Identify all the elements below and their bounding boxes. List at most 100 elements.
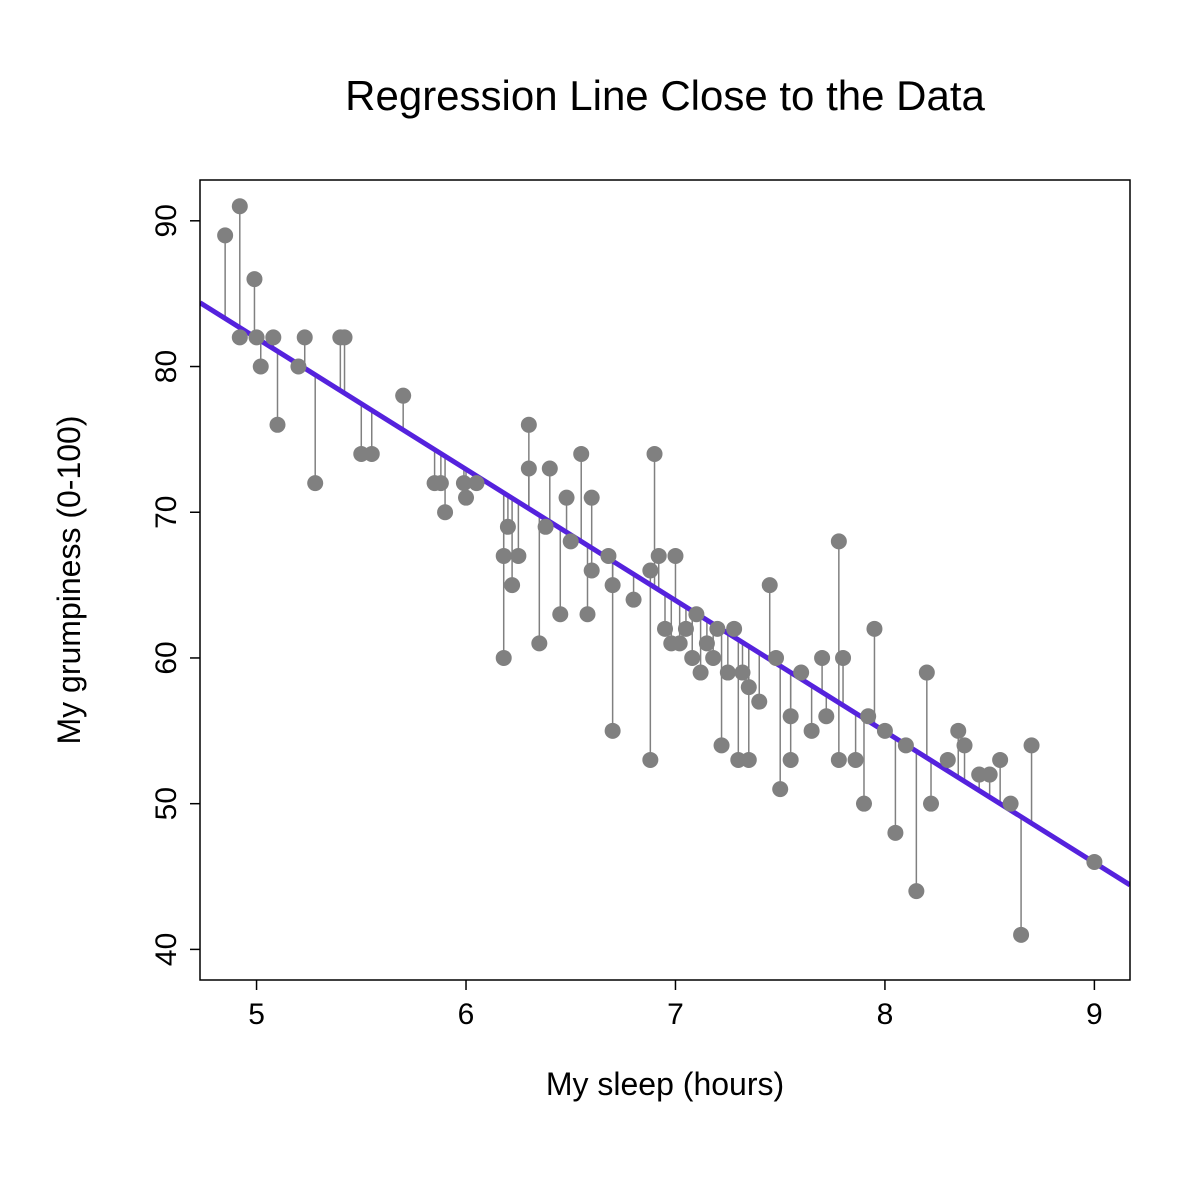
data-point [521, 461, 537, 477]
data-point [580, 606, 596, 622]
data-point [814, 650, 830, 666]
data-point [337, 329, 353, 345]
data-point [856, 796, 872, 812]
data-point [307, 475, 323, 491]
x-tick-label: 6 [458, 998, 475, 1031]
data-point [726, 621, 742, 637]
data-point [887, 825, 903, 841]
data-point [709, 621, 725, 637]
x-tick-label: 7 [667, 998, 684, 1031]
y-tick-label: 50 [150, 787, 183, 820]
data-point [563, 533, 579, 549]
data-point [496, 650, 512, 666]
x-tick-label: 8 [877, 998, 894, 1031]
data-point [783, 752, 799, 768]
data-point [992, 752, 1008, 768]
data-point [437, 504, 453, 520]
data-point [923, 796, 939, 812]
data-point [699, 635, 715, 651]
data-point [772, 781, 788, 797]
data-point [246, 271, 262, 287]
data-point [270, 417, 286, 433]
data-point [290, 359, 306, 375]
data-point [762, 577, 778, 593]
data-point [793, 665, 809, 681]
data-point [831, 533, 847, 549]
data-point [877, 723, 893, 739]
data-point [688, 606, 704, 622]
data-point [908, 883, 924, 899]
data-point [584, 490, 600, 506]
y-tick-label: 80 [150, 350, 183, 383]
data-point [751, 694, 767, 710]
data-point [705, 650, 721, 666]
data-point [919, 665, 935, 681]
data-point [693, 665, 709, 681]
data-point [249, 329, 265, 345]
y-tick-label: 40 [150, 933, 183, 966]
x-axis-label: My sleep (hours) [546, 1066, 784, 1102]
data-point [1013, 927, 1029, 943]
data-point [364, 446, 380, 462]
data-point [500, 519, 516, 535]
data-point [804, 723, 820, 739]
data-point [735, 665, 751, 681]
data-point [626, 592, 642, 608]
data-point [232, 198, 248, 214]
data-point [468, 475, 484, 491]
data-point [678, 621, 694, 637]
y-tick-label: 70 [150, 496, 183, 529]
data-point [542, 461, 558, 477]
chart-title: Regression Line Close to the Data [345, 72, 985, 119]
data-point [672, 635, 688, 651]
data-point [647, 446, 663, 462]
data-point [253, 359, 269, 375]
data-point [720, 665, 736, 681]
data-point [831, 752, 847, 768]
data-point [741, 679, 757, 695]
data-point [1003, 796, 1019, 812]
y-axis-label: My grumpiness (0-100) [51, 416, 87, 745]
data-point [957, 737, 973, 753]
data-point [538, 519, 554, 535]
data-point [600, 548, 616, 564]
data-point [265, 329, 281, 345]
data-point [657, 621, 673, 637]
x-tick-label: 9 [1086, 998, 1103, 1031]
data-point [667, 548, 683, 564]
data-point [232, 329, 248, 345]
data-point [458, 490, 474, 506]
data-point [768, 650, 784, 666]
data-point [642, 752, 658, 768]
data-point [510, 548, 526, 564]
data-point [217, 227, 233, 243]
data-point [1086, 854, 1102, 870]
scatter-regression-chart: Regression Line Close to the Data 5 6 7 8 9 40… [0, 0, 1200, 1200]
y-tick-label: 60 [150, 641, 183, 674]
data-point [651, 548, 667, 564]
data-point [559, 490, 575, 506]
data-point [950, 723, 966, 739]
data-point [866, 621, 882, 637]
data-point [605, 723, 621, 739]
data-point [848, 752, 864, 768]
data-point [584, 563, 600, 579]
y-tick-label: 90 [150, 204, 183, 237]
data-point [860, 708, 876, 724]
data-point [714, 737, 730, 753]
data-point [297, 329, 313, 345]
data-point [433, 475, 449, 491]
data-point [741, 752, 757, 768]
data-point [496, 548, 512, 564]
x-tick-label: 5 [248, 998, 265, 1031]
chart-container: Regression Line Close to the Data 5 6 7 8 9 40… [0, 0, 1200, 1200]
data-point [573, 446, 589, 462]
data-point [521, 417, 537, 433]
data-point [395, 388, 411, 404]
data-point [898, 737, 914, 753]
data-point [642, 563, 658, 579]
data-point [684, 650, 700, 666]
data-point [605, 577, 621, 593]
data-point [531, 635, 547, 651]
data-point [504, 577, 520, 593]
